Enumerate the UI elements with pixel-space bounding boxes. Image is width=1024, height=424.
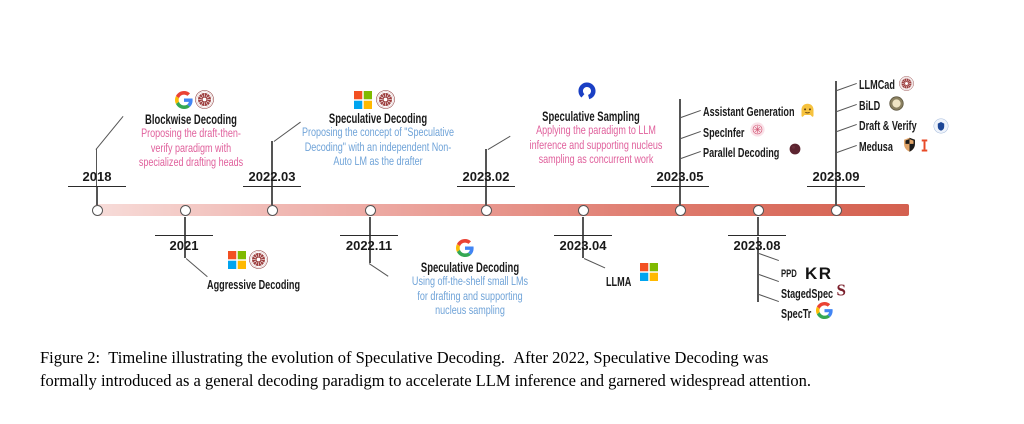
svg-text:S: S <box>837 281 846 300</box>
